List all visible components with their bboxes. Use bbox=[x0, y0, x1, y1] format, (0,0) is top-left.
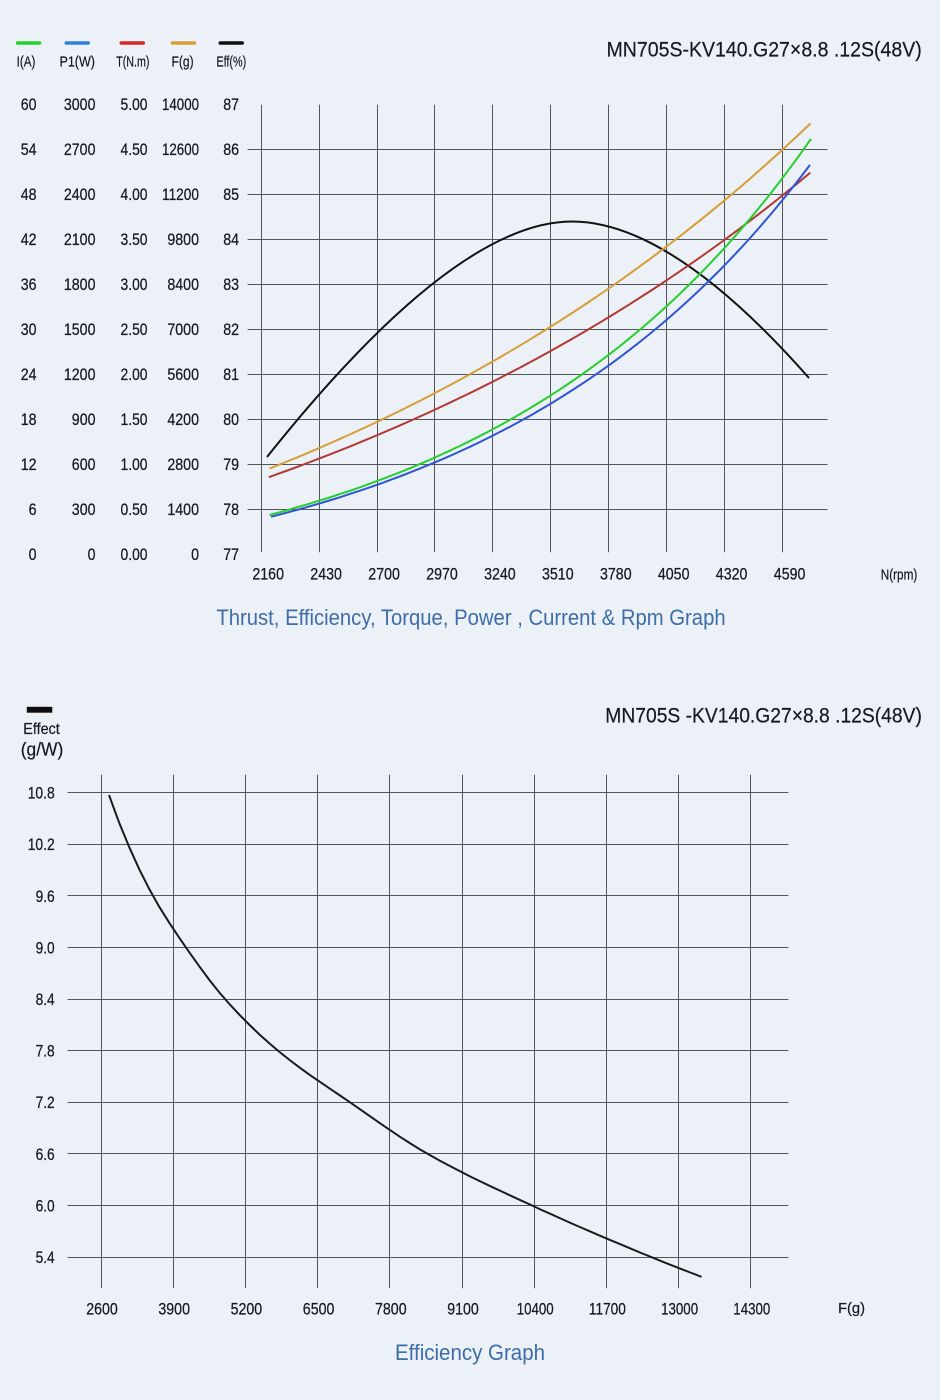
svg-text:2400: 2400 bbox=[64, 186, 96, 204]
svg-text:Eff(%): Eff(%) bbox=[216, 54, 246, 71]
svg-text:Effect: Effect bbox=[23, 721, 60, 738]
svg-text:Thrust, Efficiency, Torque, Po: Thrust, Efficiency, Torque, Power , Curr… bbox=[216, 605, 725, 630]
svg-text:3780: 3780 bbox=[600, 565, 632, 583]
svg-text:9.6: 9.6 bbox=[36, 888, 55, 906]
svg-text:6: 6 bbox=[29, 501, 37, 519]
svg-text:5.00: 5.00 bbox=[121, 96, 148, 114]
svg-text:900: 900 bbox=[72, 411, 96, 429]
svg-text:7800: 7800 bbox=[375, 1301, 407, 1319]
svg-text:F(g): F(g) bbox=[172, 54, 194, 71]
svg-text:14300: 14300 bbox=[733, 1301, 770, 1319]
svg-text:11200: 11200 bbox=[162, 186, 199, 204]
svg-text:9.0: 9.0 bbox=[36, 939, 55, 957]
svg-text:42: 42 bbox=[21, 231, 37, 249]
svg-text:3900: 3900 bbox=[158, 1301, 190, 1319]
svg-text:1.50: 1.50 bbox=[121, 411, 148, 429]
svg-text:54: 54 bbox=[21, 141, 37, 159]
svg-text:9100: 9100 bbox=[447, 1301, 479, 1319]
svg-text:0: 0 bbox=[88, 546, 96, 564]
svg-text:2160: 2160 bbox=[252, 565, 284, 583]
svg-text:18: 18 bbox=[21, 411, 37, 429]
svg-text:6500: 6500 bbox=[303, 1301, 335, 1319]
svg-text:2700: 2700 bbox=[368, 565, 400, 583]
svg-text:4320: 4320 bbox=[716, 565, 748, 583]
svg-text:5200: 5200 bbox=[231, 1301, 263, 1319]
svg-text:83: 83 bbox=[223, 276, 239, 294]
svg-text:I(A): I(A) bbox=[17, 54, 36, 71]
svg-text:10400: 10400 bbox=[517, 1301, 554, 1319]
svg-text:85: 85 bbox=[223, 186, 239, 204]
svg-text:3000: 3000 bbox=[64, 96, 96, 114]
svg-text:1.00: 1.00 bbox=[121, 456, 148, 474]
svg-text:5.4: 5.4 bbox=[36, 1249, 55, 1267]
svg-text:2100: 2100 bbox=[64, 231, 96, 249]
svg-text:3.00: 3.00 bbox=[121, 276, 148, 294]
svg-text:0.50: 0.50 bbox=[121, 501, 148, 519]
svg-text:12600: 12600 bbox=[162, 141, 199, 159]
svg-text:3510: 3510 bbox=[542, 565, 574, 583]
svg-text:300: 300 bbox=[72, 501, 96, 519]
svg-text:0: 0 bbox=[29, 546, 37, 564]
svg-text:6.0: 6.0 bbox=[36, 1197, 55, 1215]
svg-text:2700: 2700 bbox=[64, 141, 96, 159]
svg-text:82: 82 bbox=[223, 321, 239, 339]
svg-text:10.8: 10.8 bbox=[28, 785, 55, 803]
svg-text:N(rpm): N(rpm) bbox=[881, 566, 918, 583]
svg-text:12: 12 bbox=[21, 456, 37, 474]
svg-text:MN705S -KV140.G27×8.8 .12S(48V: MN705S -KV140.G27×8.8 .12S(48V) bbox=[605, 704, 922, 728]
svg-text:78: 78 bbox=[223, 501, 239, 519]
svg-text:11700: 11700 bbox=[589, 1301, 626, 1319]
svg-text:79: 79 bbox=[223, 456, 239, 474]
svg-text:7.8: 7.8 bbox=[36, 1043, 55, 1061]
svg-text:4590: 4590 bbox=[774, 565, 806, 583]
svg-text:13000: 13000 bbox=[661, 1301, 698, 1319]
svg-text:P1(W): P1(W) bbox=[60, 54, 95, 71]
svg-text:1400: 1400 bbox=[167, 501, 199, 519]
svg-text:9800: 9800 bbox=[167, 231, 199, 249]
svg-text:7.2: 7.2 bbox=[36, 1094, 55, 1112]
svg-text:2.50: 2.50 bbox=[121, 321, 148, 339]
svg-text:24: 24 bbox=[21, 366, 37, 384]
svg-text:7000: 7000 bbox=[167, 321, 199, 339]
svg-text:10.2: 10.2 bbox=[28, 836, 55, 854]
svg-text:3240: 3240 bbox=[484, 565, 516, 583]
svg-text:MN705S-KV140.G27×8.8 .12S(48V): MN705S-KV140.G27×8.8 .12S(48V) bbox=[607, 38, 922, 62]
svg-text:84: 84 bbox=[223, 231, 239, 249]
svg-text:Efficiency Graph: Efficiency Graph bbox=[395, 1340, 545, 1365]
svg-text:1800: 1800 bbox=[64, 276, 96, 294]
svg-text:77: 77 bbox=[223, 546, 239, 564]
svg-text:T(N.m): T(N.m) bbox=[116, 54, 149, 71]
svg-text:60: 60 bbox=[21, 96, 37, 114]
svg-text:80: 80 bbox=[223, 411, 239, 429]
svg-text:81: 81 bbox=[223, 366, 239, 384]
svg-text:86: 86 bbox=[223, 141, 239, 159]
svg-text:8.4: 8.4 bbox=[36, 991, 55, 1009]
svg-text:14000: 14000 bbox=[162, 96, 199, 114]
svg-text:2430: 2430 bbox=[310, 565, 342, 583]
svg-text:36: 36 bbox=[21, 276, 37, 294]
svg-text:2.00: 2.00 bbox=[121, 366, 148, 384]
svg-text:2600: 2600 bbox=[86, 1301, 118, 1319]
svg-text:87: 87 bbox=[223, 96, 239, 114]
svg-text:F(g): F(g) bbox=[838, 1300, 865, 1317]
svg-text:(g/W): (g/W) bbox=[21, 740, 64, 760]
svg-text:600: 600 bbox=[72, 456, 96, 474]
svg-text:1200: 1200 bbox=[64, 366, 96, 384]
svg-text:1500: 1500 bbox=[64, 321, 96, 339]
svg-text:0: 0 bbox=[191, 546, 199, 564]
svg-text:4.50: 4.50 bbox=[121, 141, 148, 159]
svg-text:5600: 5600 bbox=[167, 366, 199, 384]
svg-text:3.50: 3.50 bbox=[121, 231, 148, 249]
svg-text:4050: 4050 bbox=[658, 565, 690, 583]
svg-text:8400: 8400 bbox=[167, 276, 199, 294]
svg-text:2800: 2800 bbox=[167, 456, 199, 474]
svg-text:48: 48 bbox=[21, 186, 37, 204]
svg-text:0.00: 0.00 bbox=[121, 546, 148, 564]
svg-text:6.6: 6.6 bbox=[36, 1146, 55, 1164]
svg-text:30: 30 bbox=[21, 321, 37, 339]
svg-text:2970: 2970 bbox=[426, 565, 458, 583]
svg-text:4200: 4200 bbox=[167, 411, 199, 429]
svg-text:4.00: 4.00 bbox=[121, 186, 148, 204]
